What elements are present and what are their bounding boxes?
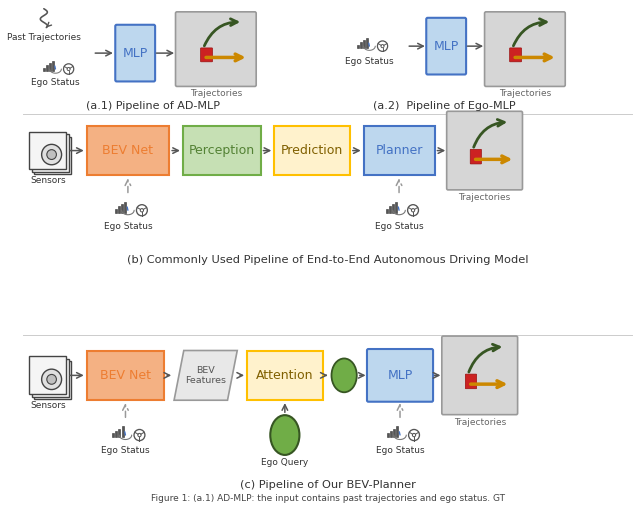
Bar: [34, 361, 71, 399]
Ellipse shape: [332, 358, 356, 392]
Text: Perception: Perception: [189, 144, 255, 157]
Bar: [29, 356, 66, 394]
FancyBboxPatch shape: [442, 336, 518, 415]
Text: (c) Pipeline of Our BEV-Planner: (c) Pipeline of Our BEV-Planner: [240, 480, 415, 490]
Text: Planner: Planner: [376, 144, 423, 157]
Bar: [124, 202, 126, 212]
Bar: [29, 132, 66, 170]
Circle shape: [42, 144, 61, 165]
FancyBboxPatch shape: [175, 12, 256, 86]
FancyBboxPatch shape: [465, 374, 477, 389]
Bar: [393, 429, 395, 437]
Bar: [366, 38, 367, 49]
Text: Ego Status: Ego Status: [376, 447, 424, 455]
Text: BEV
Features: BEV Features: [185, 366, 226, 385]
Text: BEV Net: BEV Net: [100, 369, 151, 382]
Text: Trajectories: Trajectories: [189, 89, 242, 98]
Bar: [86, 126, 169, 175]
Bar: [386, 209, 388, 212]
Bar: [395, 202, 397, 212]
Bar: [52, 61, 54, 71]
Bar: [86, 351, 164, 400]
FancyBboxPatch shape: [115, 25, 155, 82]
Bar: [115, 209, 116, 212]
Bar: [392, 204, 394, 212]
FancyBboxPatch shape: [484, 12, 565, 86]
Text: Sensors: Sensors: [30, 176, 65, 185]
Text: Ego Status: Ego Status: [31, 79, 80, 87]
Bar: [247, 351, 323, 400]
Bar: [118, 206, 120, 212]
Circle shape: [42, 369, 61, 389]
FancyBboxPatch shape: [426, 18, 466, 74]
Text: (b) Commonly Used Pipeline of End-to-End Autonomous Driving Model: (b) Commonly Used Pipeline of End-to-End…: [127, 255, 529, 265]
Bar: [32, 134, 68, 172]
Text: Ego Query: Ego Query: [261, 459, 308, 467]
FancyBboxPatch shape: [200, 48, 212, 62]
Text: (a.2)  Pipeline of Ego-MLP: (a.2) Pipeline of Ego-MLP: [373, 101, 516, 111]
Text: Attention: Attention: [256, 369, 314, 382]
Text: Ego Status: Ego Status: [375, 222, 424, 231]
Bar: [46, 65, 48, 71]
FancyBboxPatch shape: [367, 349, 433, 402]
Bar: [183, 126, 260, 175]
Text: (a.1) Pipeline of AD-MLP: (a.1) Pipeline of AD-MLP: [86, 101, 220, 111]
Text: MLP: MLP: [123, 47, 148, 59]
Circle shape: [47, 149, 56, 159]
Text: MLP: MLP: [433, 40, 459, 53]
Text: Ego Status: Ego Status: [345, 56, 394, 66]
Text: Past Trajectories: Past Trajectories: [7, 33, 81, 42]
FancyBboxPatch shape: [509, 48, 522, 62]
Bar: [49, 63, 51, 71]
Text: Trajectories: Trajectories: [458, 193, 511, 202]
Bar: [121, 204, 123, 212]
Bar: [364, 126, 435, 175]
FancyBboxPatch shape: [470, 149, 481, 164]
Bar: [396, 427, 398, 437]
Text: Prediction: Prediction: [281, 144, 343, 157]
Bar: [115, 431, 117, 437]
Bar: [389, 206, 391, 212]
Text: Ego Status: Ego Status: [101, 447, 150, 455]
Bar: [363, 40, 365, 49]
Bar: [274, 126, 350, 175]
FancyBboxPatch shape: [447, 111, 522, 190]
Bar: [357, 44, 359, 49]
Text: BEV Net: BEV Net: [102, 144, 154, 157]
Polygon shape: [174, 351, 237, 400]
Bar: [118, 429, 120, 437]
Bar: [390, 431, 392, 437]
Text: Figure 1: (a.1) AD-MLP: the input contains past trajectories and ego status. GT: Figure 1: (a.1) AD-MLP: the input contai…: [150, 494, 504, 503]
Bar: [32, 359, 68, 397]
Ellipse shape: [270, 415, 300, 455]
Text: Sensors: Sensors: [30, 401, 65, 409]
Circle shape: [47, 374, 56, 384]
Bar: [122, 427, 124, 437]
Text: Trajectories: Trajectories: [454, 418, 506, 427]
Text: MLP: MLP: [387, 369, 413, 382]
Bar: [34, 136, 71, 174]
Bar: [387, 433, 388, 437]
Text: Trajectories: Trajectories: [499, 89, 551, 98]
Bar: [43, 68, 45, 71]
Text: Ego Status: Ego Status: [104, 222, 152, 231]
Bar: [112, 433, 114, 437]
Bar: [360, 42, 362, 49]
